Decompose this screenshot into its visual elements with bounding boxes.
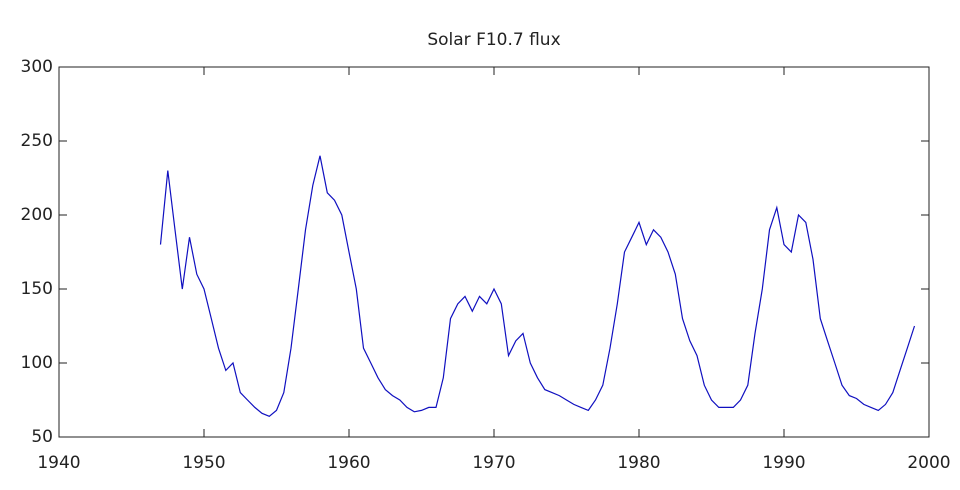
y-tick-label: 100 (21, 353, 53, 373)
y-tick-label: 50 (31, 427, 53, 447)
y-tick-label: 250 (21, 131, 53, 151)
plot-frame (58, 66, 930, 438)
x-tick-label: 1990 (762, 453, 805, 473)
x-tick-label: 1940 (37, 453, 80, 473)
x-tick-label: 2000 (907, 453, 950, 473)
x-tick-label: 1980 (617, 453, 660, 473)
x-tick-label: 1970 (472, 453, 515, 473)
data-line (159, 155, 916, 417)
x-tick-label: 1960 (327, 453, 370, 473)
y-tick-label: 300 (21, 57, 53, 77)
y-tick-label: 200 (21, 205, 53, 225)
chart-title: Solar F10.7 flux (427, 30, 560, 50)
x-tick-label: 1950 (182, 453, 225, 473)
y-tick-label: 150 (21, 279, 53, 299)
